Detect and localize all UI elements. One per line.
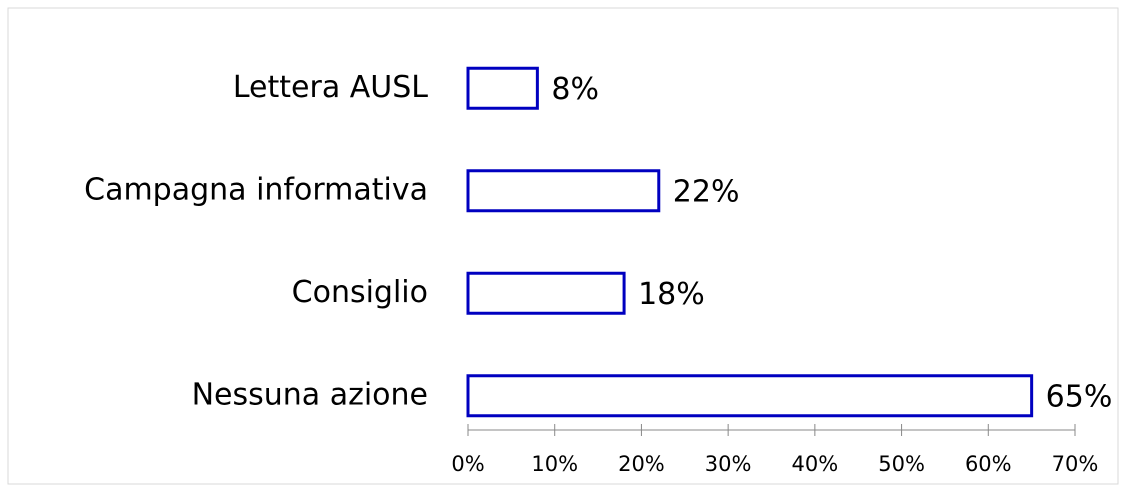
bar [466, 374, 1034, 418]
bar [466, 66, 539, 110]
x-tick-label: 10% [531, 452, 578, 476]
category-label: Lettera AUSL [233, 70, 428, 105]
value-label: 18% [638, 277, 705, 312]
x-tick-label: 30% [705, 452, 752, 476]
x-tick-label: 20% [618, 452, 665, 476]
category-label: Consiglio [292, 275, 428, 310]
category-label: Nessuna azione [192, 377, 428, 412]
x-tick-label: 50% [878, 452, 925, 476]
x-tick-label: 60% [965, 452, 1012, 476]
x-tick-label: 40% [792, 452, 839, 476]
value-label: 22% [673, 174, 740, 209]
chart-border [7, 7, 1119, 485]
x-tick-label: 70% [1052, 452, 1099, 476]
value-label: 65% [1046, 379, 1113, 414]
x-tick-label: 0% [451, 452, 484, 476]
bar [466, 169, 661, 213]
category-label: Campagna informativa [84, 172, 428, 207]
bar [466, 271, 626, 315]
value-label: 8% [551, 72, 599, 107]
